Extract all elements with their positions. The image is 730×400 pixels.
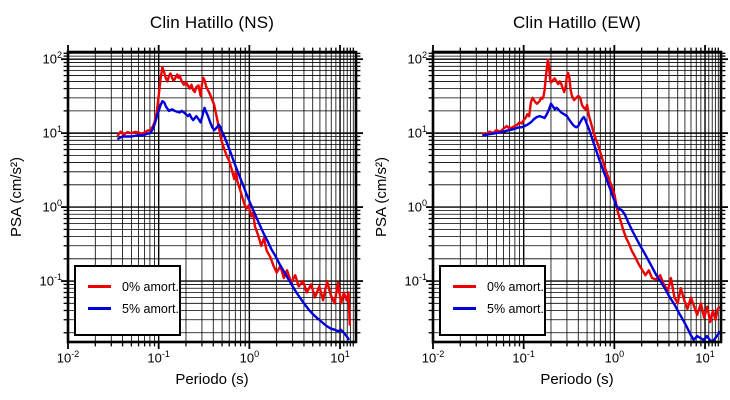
plot-ns: Clin Hatillo (NS) Periodo (s) PSA (cm/s²… — [8, 13, 363, 388]
x-tick-label: 100 — [604, 349, 625, 366]
x-axis-label: Periodo (s) — [540, 371, 614, 388]
x-tick-label: 10-1 — [147, 349, 170, 366]
legend-line-0pct — [88, 285, 111, 288]
plot-title-ns: Clin Hatillo (NS) — [149, 13, 275, 32]
series-line — [116, 65, 351, 326]
x-tick-label: 101 — [695, 349, 715, 366]
series-curves — [481, 58, 721, 342]
series-line — [481, 58, 721, 324]
plot-title-ew: Clin Hatillo (EW) — [512, 13, 642, 32]
y-axis-label: PSA (cm/s²) — [373, 157, 390, 238]
series-curves — [116, 65, 351, 341]
grid — [432, 52, 721, 342]
legend-entry: 0% amort. — [453, 279, 544, 294]
x-tick-label: 10-2 — [56, 349, 80, 366]
x-tick-label: 100 — [239, 349, 260, 366]
x-tick-label: 10-2 — [421, 349, 445, 366]
y-tick-label: 10-1 — [404, 272, 427, 289]
legend-entry: 5% amort. — [88, 301, 179, 316]
legend-line-5pct — [88, 307, 111, 310]
legend-label: 5% amort. — [122, 301, 179, 316]
plot-frame — [431, 50, 723, 344]
plot-ew: Clin Hatillo (EW) Periodo (s) PSA (cm/s²… — [365, 0, 730, 400]
plot-frame — [66, 50, 358, 344]
y-tick-label: 102 — [407, 50, 427, 67]
legend-entry: 0% amort. — [88, 279, 179, 294]
y-tick-label: 102 — [42, 50, 62, 67]
chart-svg-ns — [61, 45, 363, 349]
y-tick-label: 100 — [42, 198, 62, 215]
series-line — [116, 99, 351, 341]
y-tick-label: 100 — [407, 198, 427, 215]
tick-marks — [61, 45, 363, 349]
legend-label: 0% amort. — [122, 279, 179, 294]
legend: 0% amort. 5% amort. — [74, 265, 181, 336]
legend-line-5pct — [453, 307, 476, 310]
y-tick-label: 101 — [407, 124, 427, 141]
legend-line-0pct — [453, 285, 476, 288]
legend-entry: 5% amort. — [453, 301, 544, 316]
legend-label: 0% amort. — [487, 279, 544, 294]
x-axis-label: Periodo (s) — [175, 371, 249, 388]
legend-label: 5% amort. — [487, 301, 544, 316]
x-tick-label: 101 — [330, 349, 350, 366]
legend: 0% amort. 5% amort. — [439, 265, 546, 336]
y-axis-label: PSA (cm/s²) — [8, 157, 25, 238]
tick-marks — [426, 45, 728, 349]
y-tick-label: 10-1 — [39, 272, 62, 289]
chart-svg-ew — [426, 45, 728, 349]
series-line — [482, 102, 721, 342]
x-tick-label: 10-1 — [512, 349, 535, 366]
y-tick-label: 101 — [42, 124, 62, 141]
